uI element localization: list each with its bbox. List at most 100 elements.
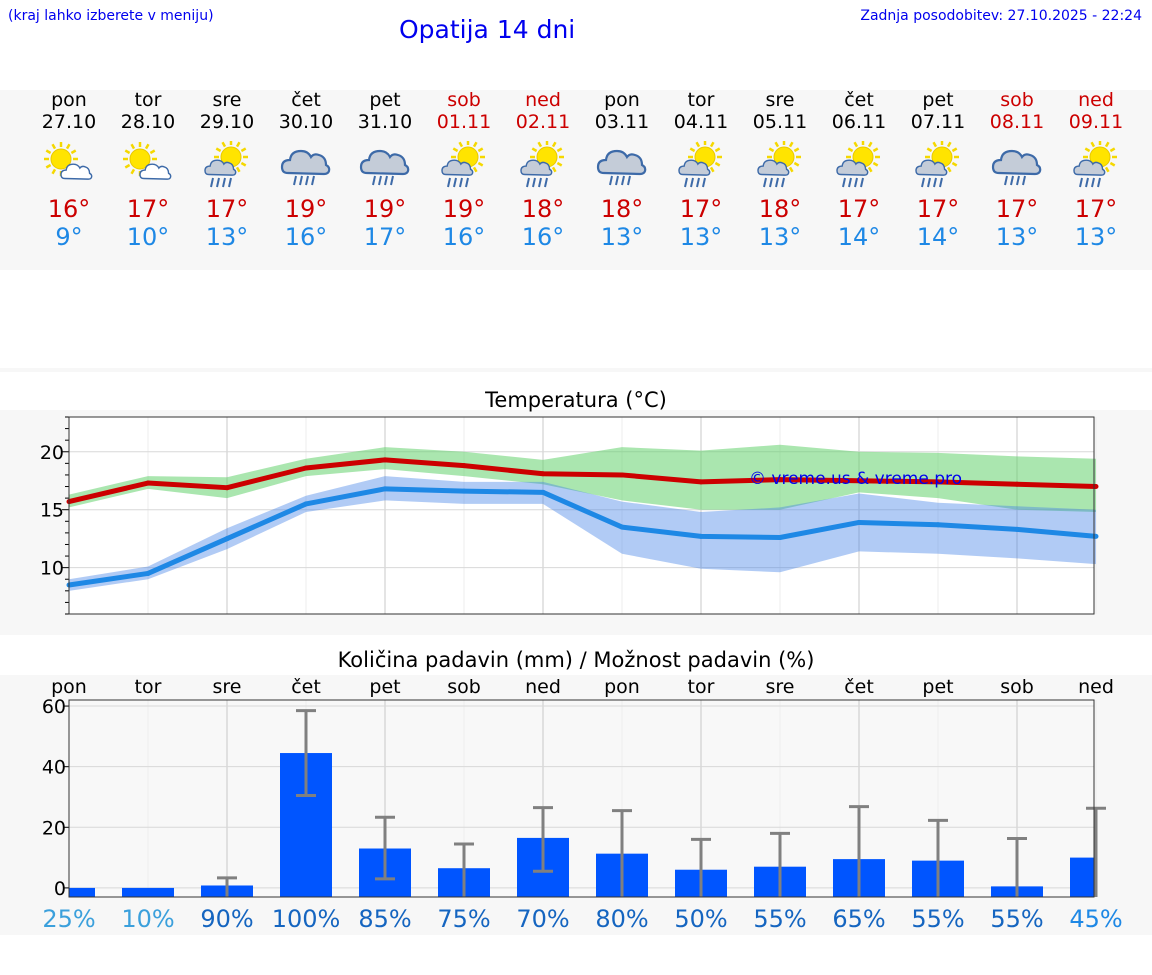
min-temperature: 16° [521,223,565,251]
day-name: pet [922,89,954,111]
forecast-day: sre 05.11 18° 13° [740,89,820,251]
day-name: sob [447,89,481,111]
x-tick-label: pon [604,676,640,698]
min-temperature-point [224,536,230,542]
sun-cloud-rain-icon [757,141,801,188]
precipitation-chance: 80% [595,905,648,933]
sun-cloud-rain-icon [915,141,959,188]
plot-frame [68,416,1095,615]
max-temperature-point [461,463,467,469]
plot-frame [68,699,1095,898]
x-tick-label: sre [213,676,242,698]
precipitation-chance: 25% [42,905,95,933]
day-name: ned [1078,89,1114,111]
cloud-rain-icon [280,149,331,186]
forecast-day: čet 30.10 19° 16° [266,89,346,251]
max-temperature: 18° [758,195,802,223]
max-temperature-point [303,465,309,471]
day-date: 04.11 [673,111,729,133]
day-date: 02.11 [515,111,571,133]
min-temperature: 13° [679,223,723,251]
day-date: 03.11 [594,111,650,133]
precipitation-chance: 85% [358,905,411,933]
max-temperature: 17° [1074,195,1118,223]
min-temperature-point [540,489,546,495]
max-temperature: 16° [47,195,91,223]
max-temperature: 19° [284,195,328,223]
precipitation-chance: 90% [200,905,253,933]
forecast-day: sob 01.11 19° 16° [424,89,504,251]
max-temperature-point [1014,481,1020,487]
min-temperature: 13° [758,223,802,251]
y-tick-label: 40 [42,757,66,779]
day-date: 31.10 [357,111,413,133]
forecast-day: čet 06.11 17° 14° [819,89,899,251]
y-tick-label: 0 [54,878,66,900]
precipitation-chance: 55% [753,905,806,933]
max-temperature-point [777,477,783,483]
x-tick-label: pet [369,676,400,698]
y-tick-label: 10 [40,558,64,580]
x-tick-label: ned [1078,676,1114,698]
cloud-rain-icon [596,149,647,186]
max-temperature: 18° [521,195,565,223]
day-date: 29.10 [199,111,255,133]
max-temperature-point [619,472,625,478]
max-temperature-point [1093,484,1099,490]
forecast-band [0,90,1152,270]
min-temperature: 9° [55,223,83,251]
sun-cloud-icon [123,142,172,180]
min-temperature-point [935,522,941,528]
min-temperature-band [69,476,1096,591]
max-temperature: 17° [916,195,960,223]
precipitation-chance: 10% [121,905,174,933]
max-temperature-point [145,480,151,486]
min-temperature: 16° [284,223,328,251]
forecast-day: ned 09.11 17° 13° [1056,89,1136,251]
x-tick-label: čet [291,676,321,698]
day-date: 27.10 [41,111,97,133]
max-temperature: 17° [995,195,1039,223]
x-tick-label: sre [766,676,795,698]
day-date: 01.11 [436,111,492,133]
location-hint: (kraj lahko izberete v meniju) [8,8,214,24]
min-temperature-point [461,488,467,494]
day-name: sre [765,89,795,111]
min-temperature-point [856,519,862,525]
x-tick-label: sob [1000,676,1034,698]
max-temperature-band [69,444,1096,513]
day-name: ned [525,89,561,111]
max-temperature: 19° [442,195,486,223]
cloud-rain-icon [359,149,410,186]
plot-area [69,417,1094,614]
max-temperature-line [68,457,1097,505]
min-temperature-point [619,524,625,530]
forecast-day: pon 03.11 18° 13° [582,89,662,251]
max-temperature: 17° [679,195,723,223]
min-temperature: 16° [442,223,486,251]
min-temperature-point [382,486,388,492]
max-temperature: 18° [600,195,644,223]
max-temperature-point [224,485,230,491]
max-temperature-point [698,479,704,485]
day-date: 07.11 [910,111,966,133]
page-title: Opatija 14 dni [399,15,576,44]
precipitation-chart-title: Količina padavin (mm) / Možnost padavin … [337,648,815,672]
y-tick-label: 60 [42,696,66,718]
precipitation-chance: 70% [516,905,569,933]
x-tick-label: sob [447,676,481,698]
sun-cloud-rain-icon [441,141,485,188]
y-tick-label: 15 [40,500,64,522]
forecast-day: tor 04.11 17° 13° [661,89,741,251]
x-tick-label: pet [922,676,953,698]
forecast-day: pet 07.11 17° 14° [898,89,978,251]
min-temperature-point [145,570,151,576]
forecast-day: pet 31.10 19° 17° [345,89,425,251]
max-temperature: 17° [837,195,881,223]
forecast-day: sob 08.11 17° 13° [977,89,1057,251]
y-tick-label: 20 [40,442,64,464]
x-tick-label: čet [844,676,874,698]
sun-cloud-rain-icon [836,141,880,188]
min-temperature-line [68,486,1097,588]
